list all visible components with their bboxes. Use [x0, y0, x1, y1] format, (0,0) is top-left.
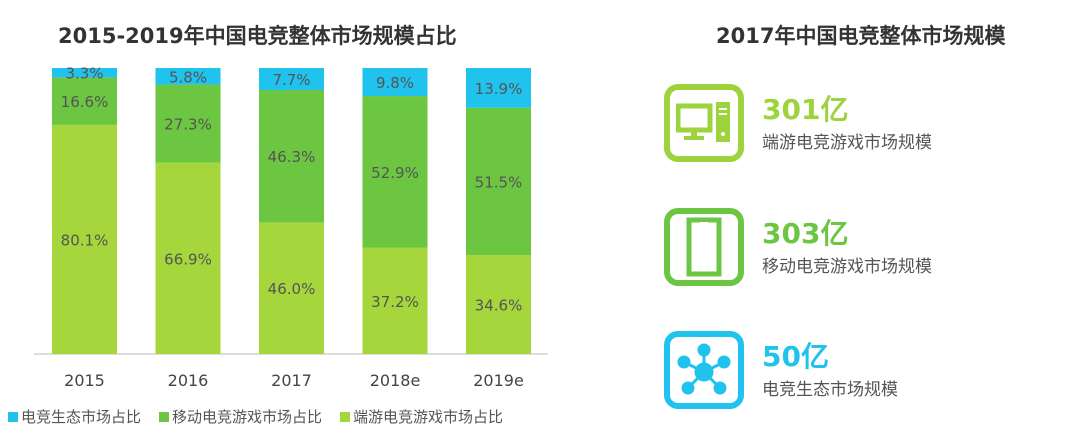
data-label: 9.8%: [376, 74, 414, 92]
x-tick-label: 2015: [64, 371, 105, 390]
data-label: 27.3%: [164, 116, 212, 134]
bar-segment: [466, 255, 531, 354]
card-pc: 301亿端游电竞游戏市场规模: [664, 84, 932, 162]
x-tick-label: 2019e: [473, 371, 524, 390]
bar-segment: [466, 68, 531, 108]
pc-label: 端游电竞游戏市场规模: [762, 132, 932, 153]
legend-swatch: [8, 411, 18, 422]
mobile-label: 移动电竞游戏市场规模: [762, 256, 932, 277]
data-label: 7.7%: [272, 71, 310, 89]
legend-label: 电竞生态市场占比: [21, 408, 142, 426]
bar-segment: [259, 68, 324, 91]
x-tick-label: 2018e: [370, 371, 421, 390]
desktop-computer-icon: [664, 84, 744, 162]
bar-segment: [52, 124, 117, 354]
ecosystem-value: 50亿: [762, 339, 829, 373]
data-label: 37.2%: [371, 293, 419, 311]
bar-segment: [466, 107, 531, 256]
data-label: 80.1%: [61, 231, 109, 249]
legend: 电竞生态市场占比 移动电竞游戏市场占比 端游电竞游戏市场占比: [8, 406, 503, 427]
card-mobile: 303亿移动电竞游戏市场规模: [664, 208, 932, 286]
ecosystem-label: 电竞生态市场规模: [762, 379, 898, 400]
bar-segment: [259, 222, 324, 354]
data-label: 34.6%: [475, 297, 523, 315]
legend-item-pc: 端游电竞游戏市场占比: [340, 406, 503, 427]
bar-segment: [259, 90, 324, 223]
mobile-phone-icon: [664, 208, 744, 286]
bar-segment: [155, 84, 221, 163]
bar-segment: [362, 247, 428, 354]
legend-swatch: [340, 411, 351, 422]
bar-segment: [52, 68, 117, 78]
data-label: 51.5%: [475, 173, 523, 191]
data-label: 13.9%: [475, 80, 523, 98]
bar-segment: [155, 162, 221, 354]
card-ecosystem: 50亿电竞生态市场规模: [664, 331, 898, 409]
legend-item-mobile: 移动电竞游戏市场占比: [159, 406, 322, 427]
legend-label: 端游电竞游戏市场占比: [353, 408, 504, 426]
data-label: 5.8%: [169, 68, 207, 86]
chart-title: 2015-2019年中国电竞整体市场规模占比: [58, 24, 457, 48]
bar-segment: [155, 68, 221, 85]
mobile-value: 303亿: [762, 216, 849, 250]
legend-swatch: [159, 411, 170, 422]
data-label: 66.9%: [164, 250, 212, 268]
network-hub-icon: [664, 331, 744, 409]
right-title: 2017年中国电竞整体市场规模: [716, 24, 1006, 48]
x-tick-label: 2016: [168, 371, 209, 390]
legend-label: 移动电竞游戏市场占比: [172, 408, 323, 426]
stacked-bar-chart: 80.1% 16.6% 3.3% 2015 66.9% 27.3% 5.8% 2016 46.0…: [34, 65, 548, 390]
data-label: 3.3%: [65, 65, 103, 83]
data-label: 16.6%: [61, 93, 109, 111]
data-label: 52.9%: [371, 164, 419, 182]
x-tick-label: 2017: [271, 371, 312, 390]
legend-item-ecosystem: 电竞生态市场占比: [8, 406, 141, 427]
bar-segment: [362, 96, 428, 248]
data-label: 46.0%: [268, 280, 316, 298]
bar-segment: [52, 77, 117, 125]
data-label: 46.3%: [268, 148, 316, 166]
bar-segment: [362, 68, 428, 97]
pc-value: 301亿: [762, 92, 849, 126]
